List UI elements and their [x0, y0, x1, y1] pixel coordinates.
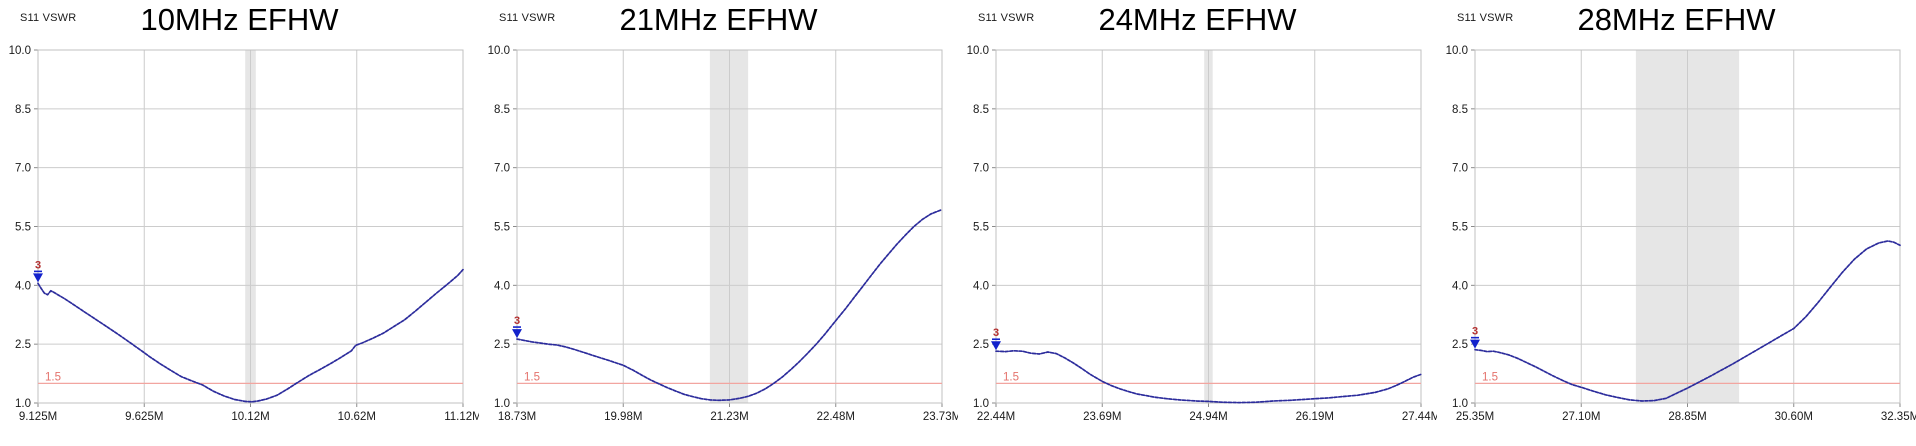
x-tick-label: 27.44M: [1402, 411, 1437, 423]
y-tick-label: 7.0: [1452, 163, 1468, 175]
s11-vswr-label: S11 VSWR: [20, 12, 77, 24]
chart-panel-24mhz: S11 VSWR 24MHz EFHW 10.0 8.5 7.0 5.5 4.0 2.5 1…: [958, 0, 1437, 446]
x-tick-label: 28.85M: [1668, 411, 1706, 423]
vswr-plot-24mhz: 10.0 8.5 7.0 5.5 4.0 2.5 1.022.44M 23.69M 24.94M…: [967, 45, 1437, 423]
marker-triangle-icon: [512, 329, 522, 339]
x-tick-label: 26.19M: [1296, 411, 1334, 423]
marker-triangle-icon: [33, 273, 43, 283]
y-tick-label: 1.0: [494, 398, 510, 410]
x-tick-label: 10.12M: [231, 411, 269, 423]
plot-border: [1474, 49, 1901, 404]
y-tick-label: 5.5: [494, 222, 510, 234]
x-tick-label: 22.48M: [817, 411, 855, 423]
y-tick-label: 5.5: [1452, 222, 1468, 234]
chart-panel-10mhz: S11 VSWR 10MHz EFHW 10.0 8.5 7.0 5.5 4.0 2.5 1…: [0, 0, 479, 446]
y-tick-label: 7.0: [973, 163, 989, 175]
y-tick-label: 8.5: [15, 104, 31, 116]
y-tick-label: 5.5: [973, 222, 989, 234]
y-tick-label: 10.0: [1446, 45, 1468, 57]
y-tick-label: 1.0: [973, 398, 989, 410]
plot-border: [516, 49, 943, 404]
y-tick-label: 4.0: [973, 280, 989, 292]
s11-vswr-label: S11 VSWR: [499, 12, 556, 24]
y-tick-label: 2.5: [494, 339, 510, 351]
s11-vswr-label: S11 VSWR: [978, 12, 1035, 24]
vswr-plot-10mhz: 10.0 8.5 7.0 5.5 4.0 2.5 1.09.125M 9.625M 10.12M…: [9, 45, 479, 423]
y-tick-label: 8.5: [494, 104, 510, 116]
marker-triangle-icon: [1470, 339, 1480, 349]
x-tick-label: 30.60M: [1775, 411, 1813, 423]
x-tick-label: 18.73M: [498, 411, 536, 423]
ref-line-label: 1.5: [45, 371, 61, 383]
chart-title-21mhz: 21MHz EFHW: [619, 2, 818, 37]
x-tick-label: 27.10M: [1562, 411, 1600, 423]
y-tick-label: 10.0: [488, 45, 510, 57]
ref-line-label: 1.5: [1482, 371, 1498, 383]
vswr-trace: [516, 208, 943, 402]
ref-line-label: 1.5: [524, 371, 540, 383]
marker-triangle-icon: [991, 341, 1001, 351]
y-tick-label: 7.0: [494, 163, 510, 175]
x-tick-label: 23.69M: [1083, 411, 1121, 423]
y-tick-label: 8.5: [973, 104, 989, 116]
s11-vswr-label: S11 VSWR: [1457, 12, 1514, 24]
marker-label: 3: [993, 327, 999, 339]
x-tick-label: 19.98M: [604, 411, 642, 423]
ref-line-label: 1.5: [1003, 371, 1019, 383]
y-tick-label: 8.5: [1452, 104, 1468, 116]
x-tick-label: 10.62M: [338, 411, 376, 423]
vswr-trace: [995, 349, 1422, 404]
x-tick-label: 21.23M: [710, 411, 748, 423]
marker-label: 3: [1472, 326, 1478, 338]
marker-label: 3: [514, 315, 520, 327]
y-tick-label: 4.0: [1452, 280, 1468, 292]
x-tick-label: 32.35M: [1881, 411, 1916, 423]
vswr-trace: [37, 268, 464, 403]
x-tick-label: 24.94M: [1189, 411, 1227, 423]
x-tick-label: 25.35M: [1456, 411, 1494, 423]
y-tick-label: 2.5: [973, 339, 989, 351]
chart-title-10mhz: 10MHz EFHW: [140, 2, 339, 37]
plot-border: [995, 49, 1422, 404]
vswr-plot-21mhz: 10.0 8.5 7.0 5.5 4.0 2.5 1.018.73M 19.98M 21.23M…: [488, 45, 958, 423]
y-tick-label: 2.5: [15, 339, 31, 351]
y-tick-label: 1.0: [15, 398, 31, 410]
x-tick-label: 23.73M: [923, 411, 958, 423]
chart-panel-28mhz: S11 VSWR 28MHz EFHW 10.0 8.5 7.0 5.5 4.0 2.5 1…: [1437, 0, 1916, 446]
x-tick-label: 22.44M: [977, 411, 1015, 423]
y-tick-label: 4.0: [494, 280, 510, 292]
y-tick-label: 7.0: [15, 163, 31, 175]
x-tick-label: 9.625M: [125, 411, 163, 423]
chart-title-24mhz: 24MHz EFHW: [1098, 2, 1297, 37]
y-tick-label: 10.0: [9, 45, 31, 57]
marker-label: 3: [35, 259, 41, 271]
y-tick-label: 5.5: [15, 222, 31, 234]
vswr-trace: [1474, 240, 1901, 402]
y-tick-label: 4.0: [15, 280, 31, 292]
plot-border: [37, 49, 464, 404]
chart-title-28mhz: 28MHz EFHW: [1577, 2, 1776, 37]
y-tick-label: 2.5: [1452, 339, 1468, 351]
chart-panel-21mhz: S11 VSWR 21MHz EFHW 10.0 8.5 7.0 5.5 4.0 2.5 1…: [479, 0, 958, 446]
y-tick-label: 1.0: [1452, 398, 1468, 410]
y-tick-label: 10.0: [967, 45, 989, 57]
vswr-plot-28mhz: 10.0 8.5 7.0 5.5 4.0 2.5 1.025.35M 27.10M 28.85M…: [1446, 45, 1916, 423]
x-tick-label: 9.125M: [19, 411, 57, 423]
x-tick-label: 11.12M: [444, 411, 479, 423]
